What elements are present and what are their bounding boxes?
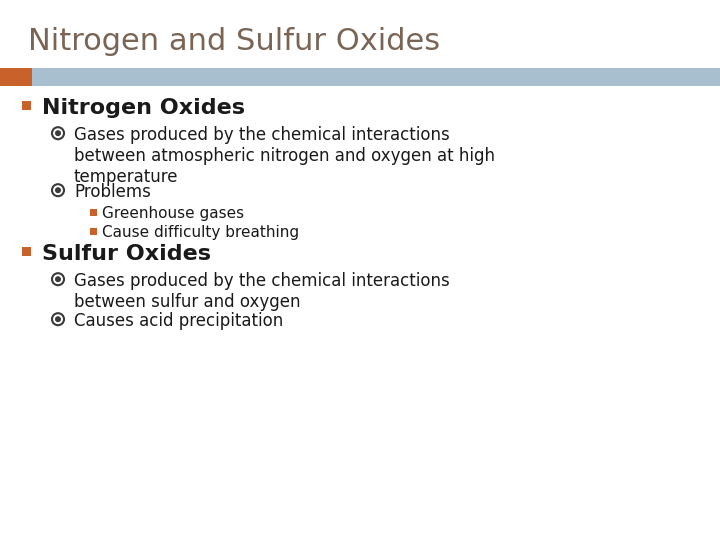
Circle shape (55, 277, 60, 281)
Circle shape (55, 188, 60, 192)
Text: Greenhouse gases: Greenhouse gases (102, 206, 244, 221)
Text: Causes acid precipitation: Causes acid precipitation (74, 312, 283, 330)
Text: Sulfur Oxides: Sulfur Oxides (42, 244, 211, 264)
FancyBboxPatch shape (22, 101, 31, 110)
Text: Problems: Problems (74, 183, 151, 201)
Circle shape (55, 317, 60, 321)
FancyBboxPatch shape (0, 68, 720, 86)
Text: Nitrogen and Sulfur Oxides: Nitrogen and Sulfur Oxides (28, 28, 440, 57)
FancyBboxPatch shape (90, 209, 97, 216)
FancyBboxPatch shape (22, 247, 31, 256)
Text: Cause difficulty breathing: Cause difficulty breathing (102, 225, 299, 240)
Text: Gases produced by the chemical interactions
between atmospheric nitrogen and oxy: Gases produced by the chemical interacti… (74, 126, 495, 186)
FancyBboxPatch shape (90, 228, 97, 235)
Circle shape (55, 131, 60, 136)
Text: Gases produced by the chemical interactions
between sulfur and oxygen: Gases produced by the chemical interacti… (74, 272, 450, 311)
Text: Nitrogen Oxides: Nitrogen Oxides (42, 98, 245, 118)
FancyBboxPatch shape (0, 68, 32, 86)
